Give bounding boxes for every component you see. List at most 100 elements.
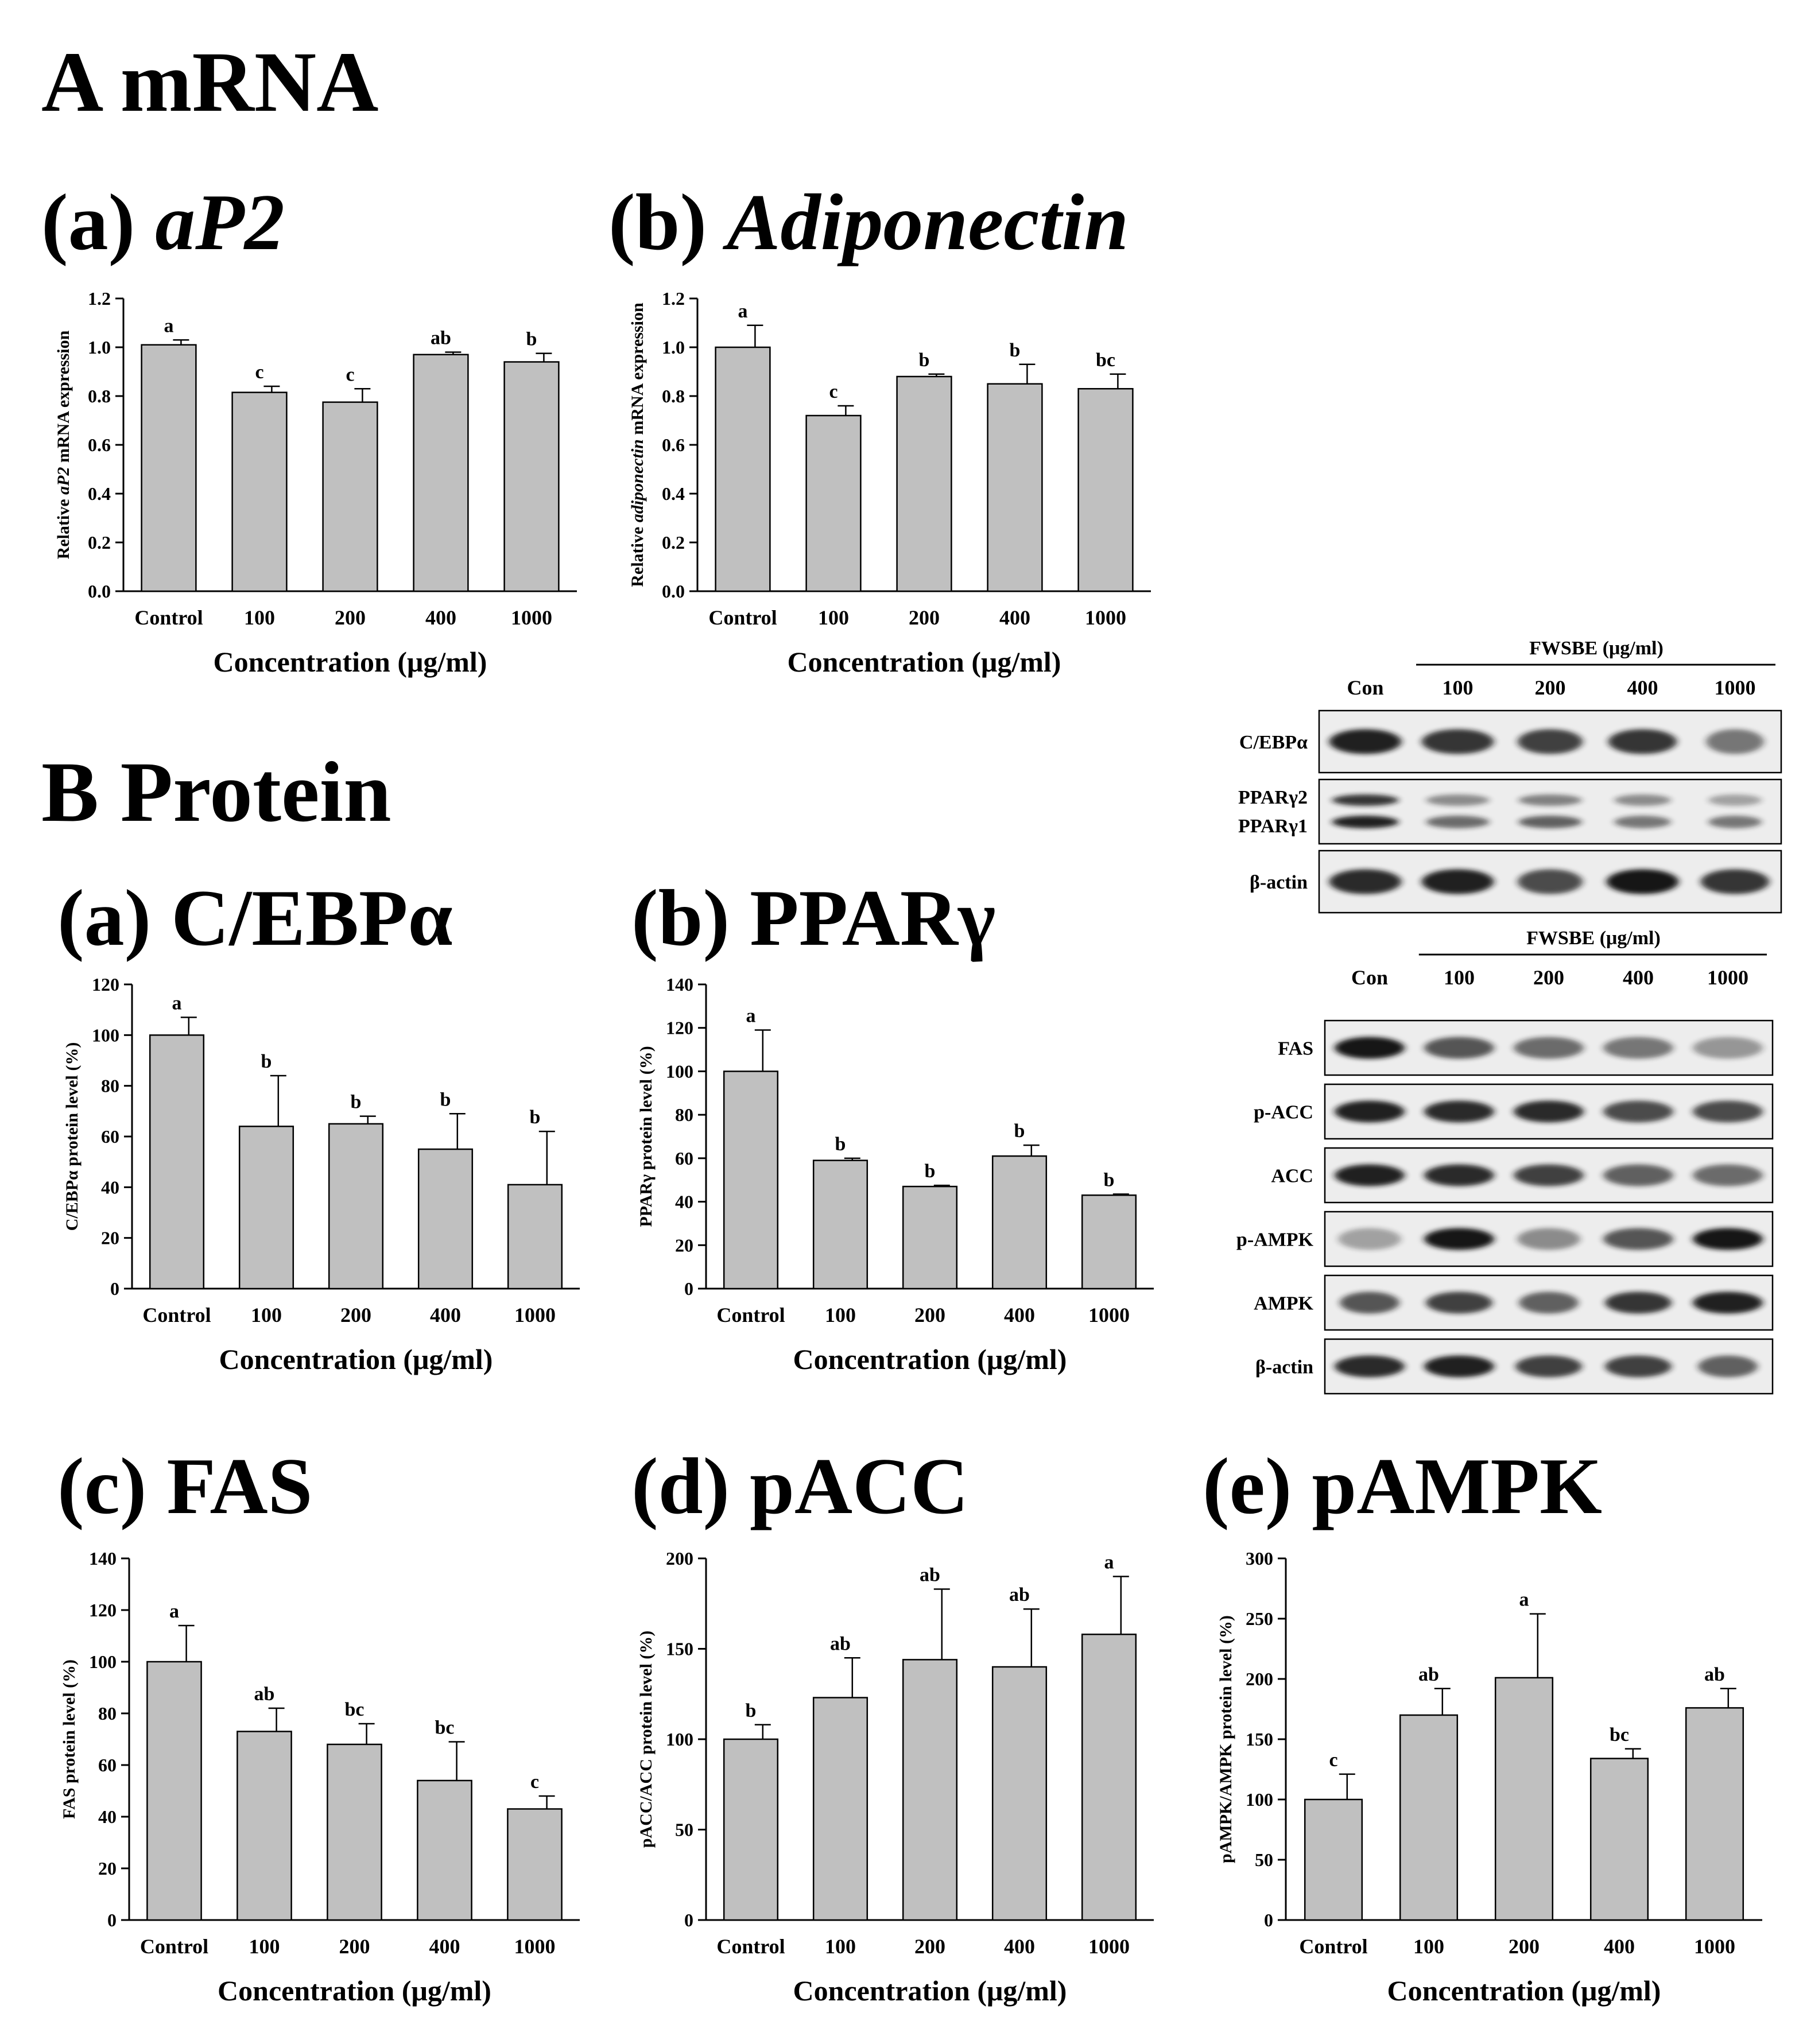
- blot-band: [1424, 1355, 1494, 1378]
- panel-title-b-adiponectin: (b) Adiponectin: [608, 183, 1129, 263]
- x-tick-label: Control: [716, 1304, 785, 1327]
- x-tick-label: Control: [140, 1935, 208, 1958]
- y-tick-label: 40: [98, 1806, 117, 1827]
- blot-strip: [1318, 778, 1782, 845]
- blot-row-label: β-actin: [1250, 872, 1308, 893]
- y-tick-label: 0.4: [662, 483, 685, 504]
- x-tick-label: 200: [335, 606, 366, 629]
- y-tick-label: 120: [89, 1600, 117, 1620]
- chart-pparg-protein: 0 20 40 60 80 100 120 140 a Control b 100 b 200 b 400 b 1…: [637, 974, 1154, 1375]
- significance-label: b: [1104, 1169, 1115, 1190]
- bar: [146, 1661, 202, 1921]
- blot-row-label: AMPK: [1254, 1293, 1313, 1314]
- x-tick-label: 1000: [1694, 1935, 1735, 1958]
- y-tick-label: 1.0: [662, 337, 685, 358]
- y-tick-label: 150: [666, 1639, 693, 1659]
- bar: [902, 1185, 958, 1290]
- x-tick-label: 100: [1413, 1935, 1444, 1958]
- blot-band: [1424, 1037, 1494, 1059]
- y-axis-label-part: adiponectin: [628, 439, 647, 522]
- y-tick-label: 100: [666, 1061, 693, 1081]
- panel-letter: (c): [57, 1442, 147, 1531]
- blot-band: [1335, 1037, 1405, 1059]
- y-tick-label: 20: [101, 1228, 119, 1248]
- blot-band: [1518, 816, 1582, 828]
- bar: [1685, 1707, 1744, 1921]
- blot-band: [1518, 794, 1582, 806]
- x-tick-label: 200: [339, 1935, 370, 1958]
- significance-label: a: [1104, 1552, 1114, 1573]
- bar: [723, 1071, 779, 1290]
- panel-title-e-pampk: (e) pAMPK: [1203, 1446, 1602, 1527]
- bar: [413, 354, 469, 592]
- bar: [238, 1126, 294, 1290]
- western-blot-2: FWSBE (μg/ml) Con 100 200 400 1000 FAS p-ACC ACC…: [1182, 918, 1791, 1395]
- x-tick-label: 1000: [1085, 606, 1126, 629]
- bar: [896, 375, 952, 592]
- significance-label: ab: [1009, 1584, 1030, 1605]
- chart-pampk-protein: 0 50 100 150 200 250 300 c Control ab 100 a 200 bc 400…: [1216, 1548, 1762, 2007]
- y-tick-label: 1.0: [88, 337, 111, 358]
- blot-band: [1338, 1228, 1401, 1250]
- chart-cebpa-protein: 0 20 40 60 80 100 120 a Control b 100 b 200 b 400 b 1000…: [63, 974, 580, 1375]
- blot-band: [1426, 816, 1490, 828]
- x-axis-label: Concentration (μg/ml): [218, 1975, 491, 2007]
- blot-band: [1335, 1355, 1405, 1378]
- bar: [328, 1123, 384, 1290]
- y-tick-label: 0: [107, 1910, 117, 1930]
- y-tick-label: 60: [98, 1755, 117, 1775]
- blot-lane-label: 200: [1533, 966, 1564, 989]
- significance-label: a: [1519, 1589, 1529, 1611]
- significance-label: a: [746, 1006, 756, 1027]
- blot-band: [1426, 1291, 1492, 1314]
- x-tick-label: 200: [340, 1304, 371, 1327]
- blot-band: [1614, 794, 1671, 806]
- panel-title-b-pparg: (b) PPARγ: [631, 878, 995, 959]
- panel-title-a-cebpa: (a) C/EBPα: [57, 878, 453, 959]
- y-axis-label-part: C/EBPα protein level (%): [63, 1042, 82, 1231]
- y-tick-label: 50: [1255, 1849, 1273, 1870]
- blot-band: [1424, 1164, 1494, 1186]
- blot-lane-label: 1000: [1715, 676, 1756, 699]
- blot-band: [1614, 816, 1671, 828]
- blot-lane-label: 100: [1444, 966, 1475, 989]
- significance-label: ab: [254, 1684, 275, 1705]
- y-axis-label-part: mRNA expression: [628, 302, 647, 439]
- x-tick-label: 400: [999, 606, 1030, 629]
- bar: [503, 361, 560, 592]
- y-tick-label: 100: [666, 1729, 693, 1750]
- x-tick-label: 400: [430, 1304, 461, 1327]
- panel-letter: (d): [631, 1442, 730, 1531]
- blot-lane-label: 400: [1627, 676, 1658, 699]
- x-tick-label: 400: [1004, 1304, 1035, 1327]
- y-tick-label: 60: [101, 1126, 119, 1147]
- y-tick-label: 80: [98, 1703, 117, 1724]
- significance-label: b: [925, 1161, 936, 1182]
- blot-band: [1608, 729, 1677, 754]
- x-axis-label: Concentration (μg/ml): [788, 646, 1061, 678]
- y-tick-label: 250: [1246, 1608, 1273, 1629]
- blot-row-label: ACC: [1271, 1166, 1313, 1187]
- panel-letter: (a): [57, 874, 152, 963]
- bar: [902, 1659, 958, 1921]
- significance-label: c: [530, 1771, 539, 1793]
- bar: [417, 1779, 472, 1921]
- y-tick-label: 20: [675, 1235, 693, 1255]
- x-tick-label: 200: [914, 1304, 945, 1327]
- blot-row-label: FAS: [1278, 1038, 1313, 1060]
- x-tick-label: 100: [825, 1304, 856, 1327]
- x-tick-label: 400: [1004, 1935, 1035, 1958]
- y-tick-label: 150: [1246, 1729, 1273, 1750]
- significance-label: a: [172, 992, 182, 1014]
- y-tick-label: 200: [1246, 1669, 1273, 1689]
- significance-label: ab: [431, 328, 451, 349]
- y-tick-label: 80: [101, 1076, 119, 1096]
- bar: [991, 1666, 1048, 1921]
- y-axis-label: pACC/ACC protein level (%): [637, 1631, 656, 1848]
- bar: [1081, 1194, 1137, 1290]
- blot-lane-label: 100: [1443, 676, 1474, 699]
- blot-band: [1335, 1164, 1405, 1186]
- y-tick-label: 0: [1264, 1910, 1273, 1930]
- y-tick-label: 0.0: [88, 581, 111, 602]
- blot-row-label: p-AMPK: [1236, 1229, 1314, 1251]
